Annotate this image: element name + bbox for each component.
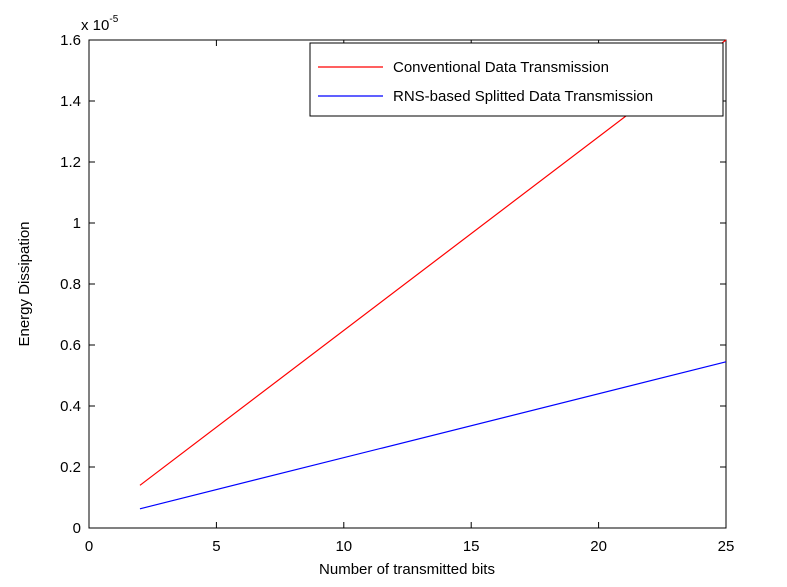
y-tick-label: 1	[73, 215, 81, 232]
y-tick-label: 1.4	[60, 93, 81, 110]
y-axis-label: Energy Dissipation	[16, 221, 33, 346]
legend-label-2: RNS-based Splitted Data Transmission	[393, 88, 653, 105]
x-tick-label: 5	[212, 538, 220, 555]
y-tick-label: 0.6	[60, 337, 81, 354]
x-tick-label: 0	[85, 538, 93, 555]
legend: Conventional Data Transmission RNS-based …	[309, 42, 724, 117]
x-tick-label: 10	[335, 538, 352, 555]
y-tick-label: 0	[73, 520, 81, 537]
x-tick-label: 20	[590, 538, 607, 555]
x-tick-label: 25	[718, 538, 735, 555]
legend-label-1: Conventional Data Transmission	[393, 59, 609, 76]
y-tick-label: 0.2	[60, 459, 81, 476]
legend-box	[309, 42, 724, 117]
x-tick-label: 15	[463, 538, 480, 555]
x-axis: 0 5 10 15 20 25	[85, 40, 735, 555]
y-tick-label: 0.4	[60, 398, 81, 415]
y-tick-label: 1.2	[60, 154, 81, 171]
y-axis: 0 0.2 0.4 0.6 0.8 1 1.2 1.4 1.6	[60, 32, 726, 537]
x-axis-label: Number of transmitted bits	[319, 561, 495, 578]
y-axis-multiplier: x 10-5	[81, 14, 119, 34]
y-multiplier-base: x 10	[81, 17, 109, 34]
series-line-2	[139, 361, 727, 510]
y-tick-label: 0.8	[60, 276, 81, 293]
y-tick-label: 1.6	[60, 32, 81, 49]
y-multiplier-exponent: -5	[109, 14, 118, 25]
